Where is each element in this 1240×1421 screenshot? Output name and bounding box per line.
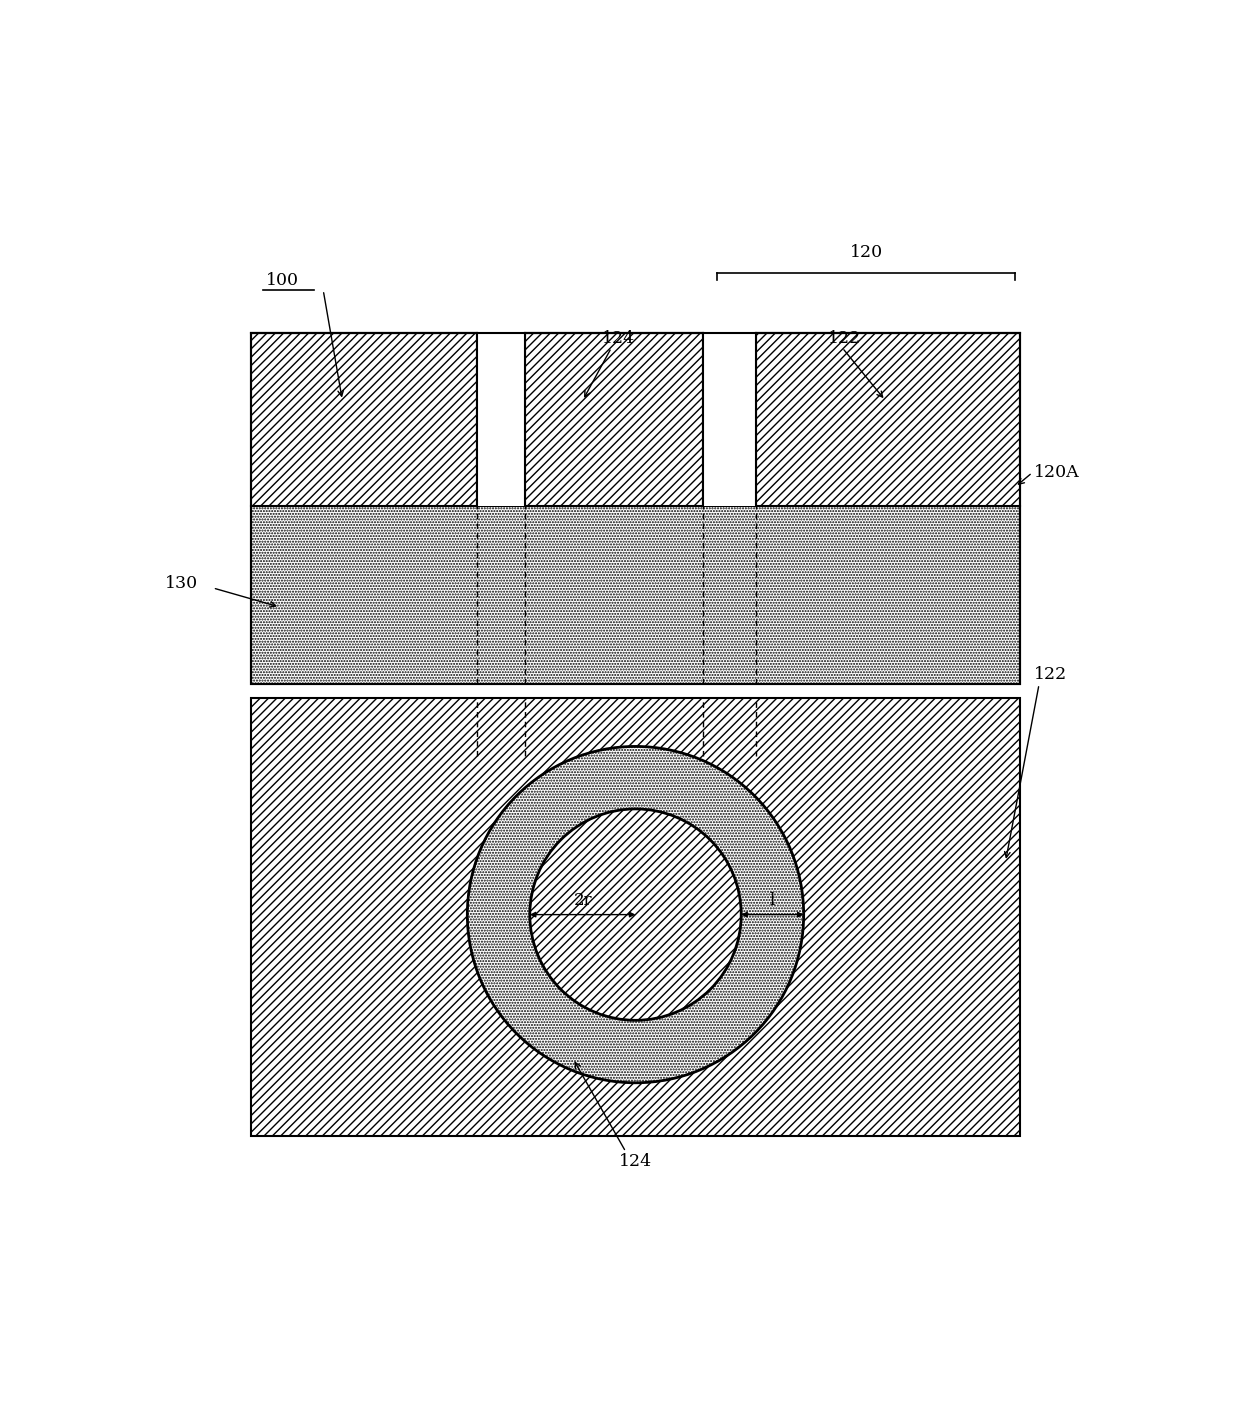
Text: 130: 130 [165,574,198,591]
Bar [703,333,755,506]
Bar [755,333,1021,506]
Bar [525,333,703,506]
Bar [250,333,477,506]
Text: 120: 120 [849,244,883,261]
Text: 100: 100 [265,271,299,288]
Text: 120A: 120A [1034,465,1080,482]
Bar [250,506,1021,684]
Text: 122: 122 [1034,666,1068,684]
Text: l: l [770,892,775,909]
Text: 122: 122 [828,330,861,347]
Bar [250,698,1021,1135]
Circle shape [529,809,742,1020]
Bar [250,333,1021,684]
Bar [477,333,525,506]
Text: 2r: 2r [573,892,591,909]
Circle shape [467,746,804,1083]
Text: 124: 124 [619,1152,652,1169]
Text: 124: 124 [601,330,635,347]
